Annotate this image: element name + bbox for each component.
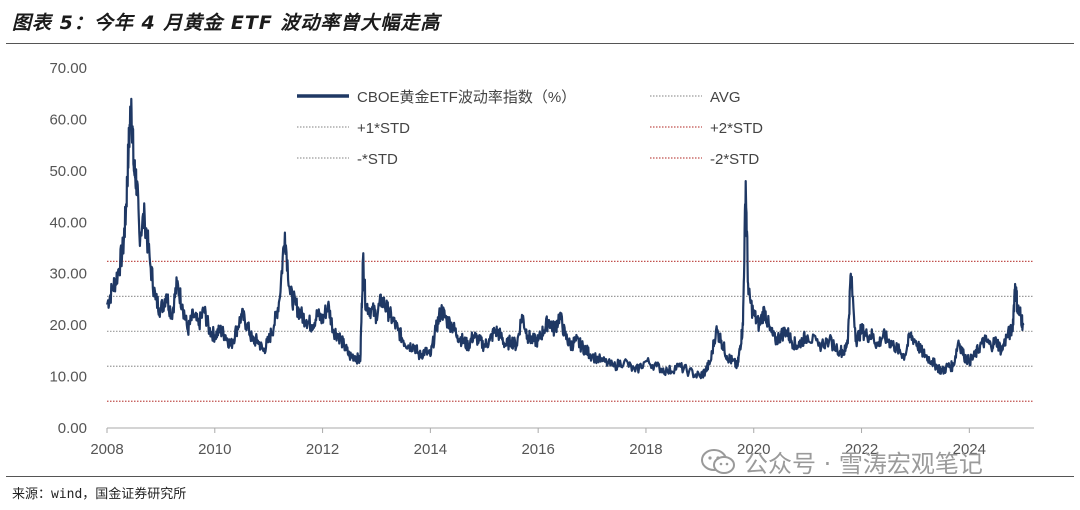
x-tick-label: 2018: [629, 441, 662, 458]
wechat-icon: [701, 448, 735, 474]
reference-lines: [107, 260, 1034, 402]
chart-title: 图表 5：今年 4 月黄金 ETF 波动率曾大幅走高: [12, 12, 441, 34]
footer-divider: [6, 476, 1074, 477]
x-tick-label: 2010: [198, 441, 231, 458]
legend-label: +1*STD: [357, 120, 410, 137]
legend-label: AVG: [710, 89, 741, 106]
y-tick-label: 40.00: [49, 214, 87, 231]
watermark-text: 公众号 · 雪涛宏观笔记: [744, 450, 983, 478]
legend-label: -2*STD: [710, 151, 759, 168]
volatility-chart: 0.0010.0020.0030.0040.0050.0060.0070.00 …: [49, 60, 1034, 458]
legend: CBOE黄金ETF波动率指数（%） AVG +1*STD +2*STD -*STD -2*…: [297, 89, 763, 168]
legend-item: -*STD: [297, 151, 398, 168]
x-tick-label: 2022: [845, 441, 878, 458]
x-tick-label: 2024: [953, 441, 986, 458]
x-tick-label: 2008: [90, 441, 123, 458]
title-divider: [6, 43, 1074, 44]
legend-label: +2*STD: [710, 120, 763, 137]
x-tick-label: 2020: [737, 441, 770, 458]
legend-label: CBOE黄金ETF波动率指数（%）: [357, 89, 576, 106]
legend-item: -2*STD: [650, 151, 759, 168]
legend-item: CBOE黄金ETF波动率指数（%）: [297, 89, 576, 106]
x-axis-ticks: 2008 2010 2012 2014 2016 2018 2020 2022 2024: [90, 428, 986, 458]
x-tick-label: 2014: [414, 441, 447, 458]
y-tick-label: 20.00: [49, 317, 87, 334]
data-series: [105, 97, 1025, 380]
y-axis-ticks: 0.00 10.00 20.00 30.00 40.00 50.00 60.00 70.00: [49, 60, 87, 437]
legend-item: AVG: [650, 89, 741, 106]
y-tick-label: 50.00: [49, 163, 87, 180]
watermark: 公众号 · 雪涛宏观笔记: [700, 444, 983, 479]
legend-item: +2*STD: [650, 120, 763, 137]
x-tick-label: 2016: [521, 441, 554, 458]
y-tick-label: 0.00: [58, 420, 87, 437]
legend-item: +1*STD: [297, 120, 410, 137]
source-note: 来源：wind，国金证券研究所: [12, 487, 187, 502]
y-tick-label: 10.00: [49, 369, 87, 386]
y-tick-label: 70.00: [49, 60, 87, 77]
y-tick-label: 60.00: [49, 111, 87, 128]
legend-label: -*STD: [357, 151, 398, 168]
gold-etf-volatility-line: [105, 97, 1025, 380]
x-tick-label: 2012: [306, 441, 339, 458]
y-tick-label: 30.00: [49, 266, 87, 283]
